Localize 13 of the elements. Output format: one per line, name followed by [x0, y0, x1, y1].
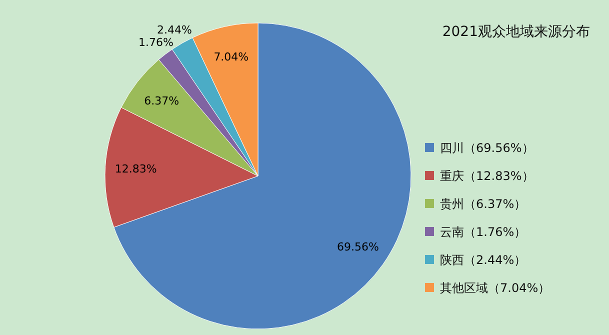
legend-label: 其他区域（7.04%） [440, 281, 550, 296]
legend-label: 重庆（12.83%） [440, 169, 534, 184]
data-label: 12.83% [114, 162, 157, 176]
legend-label: 四川（69.56%） [440, 141, 534, 156]
data-label: 69.56% [337, 240, 379, 254]
data-label: 2.44% [157, 24, 192, 37]
data-label: 6.37% [144, 94, 180, 108]
legend-label: 贵州（6.37%） [440, 197, 526, 212]
data-label: 1.76% [138, 36, 174, 49]
legend-label: 云南（1.76%） [440, 225, 526, 240]
data-label: 7.04% [214, 50, 249, 64]
chart-title: 2021观众地域来源分布 [442, 24, 590, 40]
legend-label: 陕西（2.44%） [440, 253, 526, 268]
